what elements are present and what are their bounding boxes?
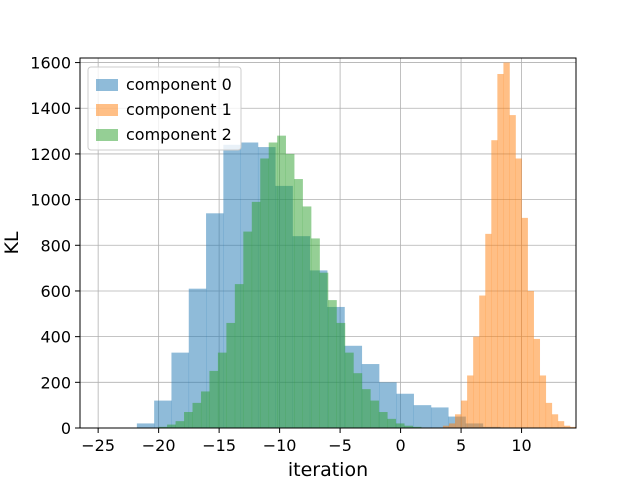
x-tick-label: −25 [81, 436, 115, 455]
plot-area-frame [79, 57, 577, 429]
histogram-bar-series-1 [551, 414, 559, 428]
y-tick-label: 400 [40, 328, 71, 347]
histogram-bar-series-1 [448, 423, 456, 428]
y-tick-label: 0 [61, 419, 71, 438]
histogram-bar-series-0 [136, 423, 155, 428]
histogram-bar-series-2 [192, 402, 202, 428]
histogram-bar-series-2 [158, 426, 168, 428]
axis-ticks: −25 −20 −15 −10 −5 0 5 10 0 200 400 600 800 1000 1200 1… [30, 54, 531, 455]
histogram-bar-series-2 [167, 424, 176, 428]
histogram-bar-series-1 [533, 338, 541, 428]
histogram-bar-series-0 [171, 352, 190, 428]
legend-swatch [96, 129, 118, 141]
y-tick-label: 1200 [30, 145, 71, 164]
histogram-bars [136, 62, 577, 429]
histogram-bar-series-2 [344, 352, 354, 428]
legend-swatch [96, 104, 118, 116]
histogram-bar-series-1 [545, 402, 553, 428]
histogram-bar-series-1 [509, 115, 516, 429]
histogram-bar-series-2 [184, 412, 193, 428]
histogram-bar-series-2 [277, 135, 286, 428]
histogram-bar-series-2 [285, 153, 295, 429]
legend-swatch [96, 79, 118, 91]
histogram-bar-series-0 [430, 407, 449, 428]
histogram-bar-series-1 [503, 62, 510, 428]
histogram-bar-series-2 [217, 352, 227, 428]
histogram-bar-series-2 [268, 142, 278, 429]
legend-box [87, 66, 242, 151]
histogram-bar-series-1 [467, 375, 474, 428]
x-tick-label: 0 [395, 436, 405, 455]
y-axis-label: KL [1, 231, 23, 254]
histogram-bar-series-2 [370, 400, 380, 428]
y-tick-label: 1400 [30, 99, 71, 118]
x-tick-label: 5 [456, 436, 466, 455]
histogram-bar-series-0 [413, 405, 432, 428]
x-tick-label: −15 [202, 436, 236, 455]
histogram-bar-series-0 [154, 400, 172, 428]
histogram-bar-series-2 [200, 391, 210, 428]
histogram-bar-series-2 [336, 322, 346, 428]
histogram-bar-series-2 [319, 272, 329, 428]
histogram-bar-series-2 [404, 425, 413, 428]
histogram-bar-series-1 [479, 295, 486, 428]
y-tick-label: 600 [40, 282, 71, 301]
legend-label: component 2 [126, 125, 232, 144]
histogram-bar-series-1 [491, 140, 498, 428]
x-tick-label: −20 [142, 436, 176, 455]
histogram-bar-series-2 [328, 300, 337, 428]
histogram-bar-series-2 [260, 158, 270, 428]
histogram-bar-series-2 [209, 370, 219, 428]
histogram-bar-series-2 [175, 421, 185, 428]
histogram-bar-series-2 [311, 238, 320, 428]
histogram-bar-series-1 [521, 217, 528, 428]
histogram-bar-series-2 [395, 423, 405, 428]
y-tick-label: 800 [40, 236, 71, 255]
y-tick-label: 1600 [30, 54, 71, 73]
y-tick-label: 1000 [30, 191, 71, 210]
histogram-bar-series-1 [539, 375, 547, 428]
histogram-bar-series-2 [294, 179, 303, 428]
histogram-bar-series-2 [353, 373, 363, 428]
x-axis-label: iteration [288, 459, 368, 480]
histogram-bar-series-1 [515, 158, 522, 428]
legend: component 0 component 1 component 2 [87, 66, 242, 151]
histogram-bar-series-1 [485, 233, 492, 428]
x-tick-label: 10 [511, 436, 531, 455]
histogram-bar-series-1 [455, 414, 462, 428]
histogram-bar-series-1 [497, 73, 504, 428]
histogram-bar-series-2 [412, 426, 422, 428]
histogram-bar-series-1 [527, 290, 534, 428]
legend-label: component 0 [126, 75, 232, 94]
legend-label: component 1 [126, 100, 232, 119]
x-tick-label: −5 [328, 436, 352, 455]
histogram-bar-series-1 [563, 425, 571, 428]
histogram-bar-series-2 [361, 389, 371, 428]
histogram-bar-series-2 [234, 284, 244, 428]
histogram-bar-series-2 [243, 231, 253, 428]
histogram-bar-series-2 [226, 322, 236, 428]
histogram-bar-series-2 [302, 206, 312, 428]
x-tick-label: −10 [263, 436, 297, 455]
histogram-bar-series-2 [251, 201, 261, 428]
histogram-bar-series-1 [473, 336, 480, 428]
histogram-bar-series-1 [569, 426, 577, 428]
histogram-bar-series-2 [378, 412, 388, 428]
histogram-bar-series-1 [461, 400, 468, 428]
histogram-bar-series-1 [557, 421, 565, 428]
histogram-bar-series-2 [387, 418, 397, 428]
histogram-bar-series-0 [396, 393, 414, 428]
histogram-bar-series-1 [442, 425, 450, 428]
y-tick-label: 200 [40, 373, 71, 392]
